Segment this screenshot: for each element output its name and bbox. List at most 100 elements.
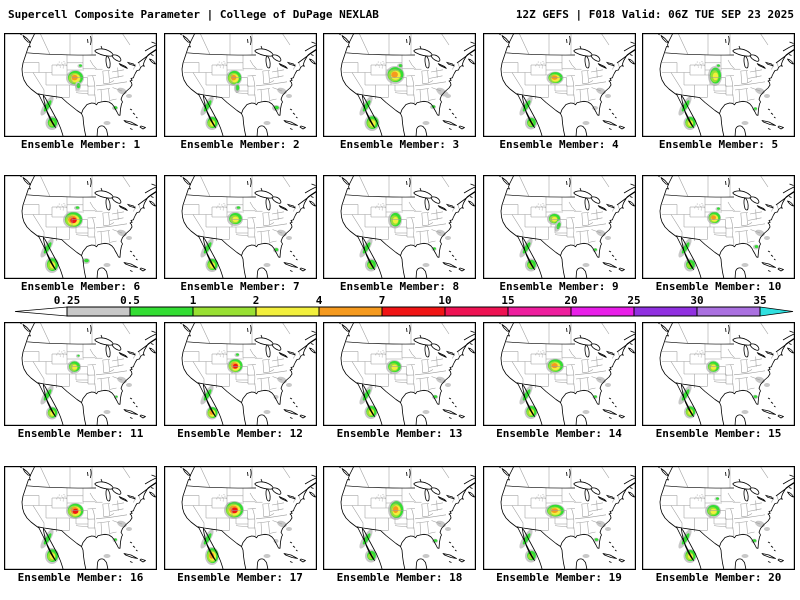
ensemble-map-18 [323, 466, 476, 570]
colorbar-tick-label: 25 [627, 294, 640, 307]
basemap [323, 322, 476, 426]
map-panel-member-10: Ensemble Member: 10 [642, 175, 795, 293]
ensemble-member-label: Ensemble Member: 13 [336, 427, 463, 440]
header: Supercell Composite Parameter | College … [0, 0, 800, 22]
map-panel-member-14: Ensemble Member: 14 [482, 322, 636, 440]
ensemble-map-3 [323, 33, 476, 137]
map-panel-member-1: Ensemble Member: 1 [4, 33, 157, 151]
ensemble-member-label: Ensemble Member: 12 [177, 427, 303, 440]
scp-blobs [518, 203, 611, 272]
map-panel-member-18: Ensemble Member: 18 [323, 466, 476, 584]
ensemble-map-4 [482, 33, 636, 137]
colorbar-below-min-arrow [14, 306, 68, 317]
ensemble-member-label: Ensemble Member: 19 [496, 571, 622, 584]
map-panel-member-7: Ensemble Member: 7 [163, 175, 317, 293]
ensemble-member-label: Ensemble Member: 8 [339, 280, 460, 293]
ensemble-map-10 [642, 175, 795, 279]
basemap [482, 33, 636, 137]
colorbar-segment [571, 307, 634, 316]
header-title-right: 12Z GEFS | F018 Valid: 06Z TUE SEP 23 20… [515, 8, 794, 21]
map-panel-member-20: Ensemble Member: 20 [642, 466, 795, 584]
scp-blobs [199, 494, 292, 565]
colorbar-segment [256, 307, 319, 316]
colorbar-above-max-arrow [759, 306, 794, 317]
ensemble-row-3: Ensemble Member: 11 Ensemble Member: 12 En… [0, 322, 800, 440]
ensemble-map-5 [642, 33, 795, 137]
ensemble-map-12 [163, 322, 317, 426]
ensemble-map-9 [482, 175, 636, 279]
ensemble-map-11 [4, 322, 157, 426]
basemap [482, 466, 636, 570]
basemap [4, 466, 157, 570]
ensemble-member-label: Ensemble Member: 17 [177, 571, 303, 584]
colorbar-segment [382, 307, 445, 316]
scp-blobs [199, 203, 292, 272]
scp-blobs [678, 203, 770, 272]
ensemble-map-16 [4, 466, 157, 570]
ensemble-row-1: Ensemble Member: 1 Ensemble Member: 2 Ense… [0, 33, 800, 151]
ensemble-member-label: Ensemble Member: 2 [180, 138, 300, 151]
colorbar-tick-label: 0.5 [120, 294, 140, 307]
ensemble-map-15 [642, 322, 795, 426]
basemap [323, 33, 476, 137]
colorbar-segment [445, 307, 508, 316]
page-root: Supercell Composite Parameter | College … [0, 0, 800, 584]
ensemble-member-label: Ensemble Member: 15 [655, 427, 782, 440]
ensemble-map-8 [323, 175, 476, 279]
ensemble-map-1 [4, 33, 157, 137]
colorbar-segment [130, 307, 193, 316]
ensemble-map-20 [642, 466, 795, 570]
colorbar-tick-label: 20 [564, 294, 577, 307]
scp-blobs [678, 61, 770, 130]
colorbar-segment [697, 307, 760, 316]
colorbar-tick-label: 0.25 [54, 294, 81, 307]
scp-blobs [359, 494, 451, 563]
basemap [323, 466, 476, 570]
basemap [642, 466, 795, 570]
scp-blobs [359, 350, 451, 419]
map-panel-member-8: Ensemble Member: 8 [323, 175, 476, 293]
basemap [642, 33, 795, 137]
ensemble-member-label: Ensemble Member: 4 [499, 138, 619, 151]
ensemble-member-label: Ensemble Member: 20 [655, 571, 782, 584]
ensemble-member-label: Ensemble Member: 7 [180, 280, 300, 293]
ensemble-member-label: Ensemble Member: 11 [17, 427, 144, 440]
basemap [642, 322, 795, 426]
ensemble-member-label: Ensemble Member: 6 [20, 280, 141, 293]
basemap [4, 33, 157, 137]
colorbar-tick-label: 10 [438, 294, 451, 307]
basemap [4, 322, 157, 426]
ensemble-map-19 [482, 466, 636, 570]
basemap [4, 175, 157, 279]
ensemble-map-2 [163, 33, 317, 137]
basemap [163, 33, 317, 137]
map-panel-member-3: Ensemble Member: 3 [323, 33, 476, 151]
ensemble-map-17 [163, 466, 317, 570]
ensemble-member-label: Ensemble Member: 16 [17, 571, 144, 584]
map-panel-member-19: Ensemble Member: 19 [482, 466, 636, 584]
ensemble-member-label: Ensemble Member: 10 [655, 280, 782, 293]
header-title-left: Supercell Composite Parameter | College … [8, 8, 379, 21]
colorbar-segment [508, 307, 571, 316]
colorbar-segment [67, 307, 130, 316]
ensemble-member-label: Ensemble Member: 9 [499, 280, 619, 293]
ensemble-member-label: Ensemble Member: 18 [336, 571, 463, 584]
color-scale: 0.25 0.5 1 2 4 7 10 15 20 25 30 35 [14, 294, 794, 317]
basemap [482, 322, 636, 426]
colorbar-tick-label: 15 [501, 294, 514, 307]
colorbar-segment [193, 307, 256, 316]
ensemble-map-7 [163, 175, 317, 279]
colorbar-tick-label: 1 [190, 294, 197, 307]
basemap [642, 175, 795, 279]
ensemble-member-label: Ensemble Member: 3 [339, 138, 460, 151]
ensemble-map-6 [4, 175, 157, 279]
colorbar-tick-label: 2 [253, 294, 260, 307]
color-scale-wrap: 0.25 0.5 1 2 4 7 10 15 20 25 30 35 [0, 294, 800, 318]
basemap [163, 322, 317, 426]
basemap [163, 175, 317, 279]
map-panel-member-13: Ensemble Member: 13 [323, 322, 476, 440]
map-panel-member-12: Ensemble Member: 12 [163, 322, 317, 440]
map-panel-member-4: Ensemble Member: 4 [482, 33, 636, 151]
ensemble-member-label: Ensemble Member: 1 [20, 138, 141, 151]
colorbar-tick-label: 35 [753, 294, 766, 307]
